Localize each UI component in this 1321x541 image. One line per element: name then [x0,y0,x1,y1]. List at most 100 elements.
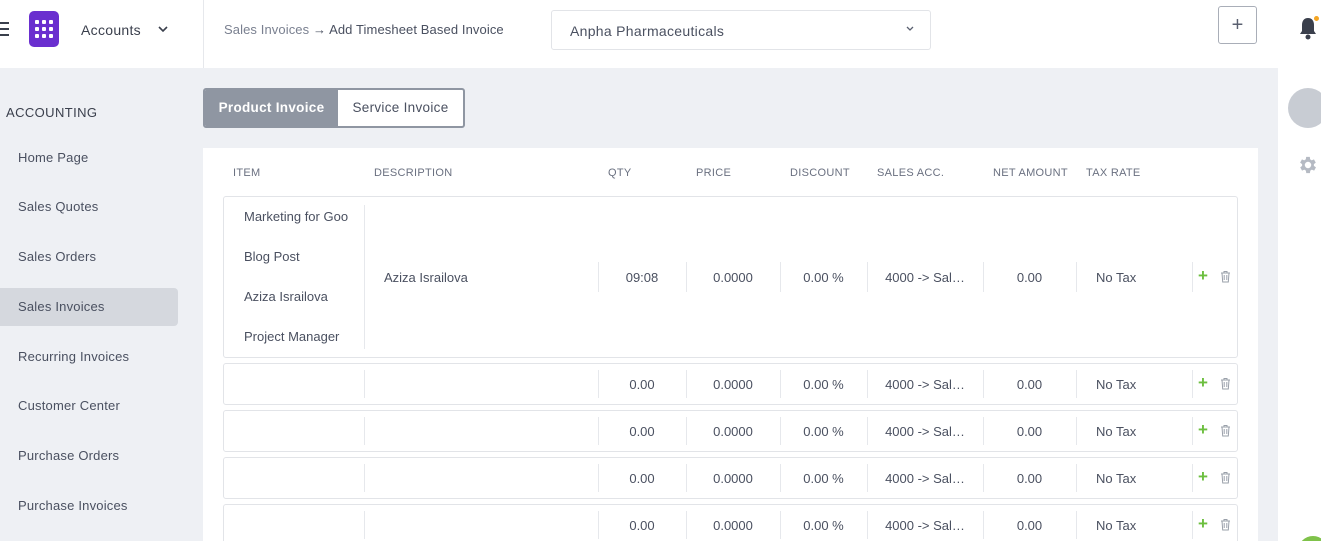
net-amount-field[interactable]: 0.00 [1016,470,1043,486]
description-field[interactable] [384,458,594,498]
sales-account-field[interactable]: 4000 -> Sal… [885,423,965,439]
bell-icon[interactable] [1298,16,1318,40]
cell-divider [983,511,984,539]
trash-icon[interactable] [1220,518,1231,531]
net-amount-field[interactable]: 0.00 [1016,376,1043,392]
price-field[interactable]: 0.0000 [713,517,753,533]
add-row-button[interactable]: + [1198,514,1208,533]
item-field[interactable] [244,458,356,498]
tax-rate-field[interactable]: No Tax [1096,470,1137,486]
item-field[interactable] [244,364,356,404]
table-row: 0.00 0.0000 0.00 % 4000 -> Sal… 0.00 No Tax + [223,410,1238,452]
service-invoice-tab[interactable]: Service Invoice [352,100,449,115]
breadcrumb-current: Add Timesheet Based Invoice [329,22,504,37]
sidebar-item-home-page[interactable]: Home Page [18,150,89,165]
table-row: 0.00 0.0000 0.00 % 4000 -> Sal… 0.00 No Tax + [223,363,1238,405]
cell-divider [1192,464,1193,492]
price-field[interactable]: 0.0000 [713,269,753,285]
sales-account-field[interactable]: 4000 -> Sal… [885,517,965,533]
app-grid-icon[interactable] [29,11,59,47]
cell-divider [867,464,868,492]
net-amount-field[interactable]: 0.00 [1016,517,1043,533]
add-row-button[interactable]: + [1198,467,1208,486]
app-switcher-label[interactable]: Accounts [81,22,141,38]
hamburger-icon[interactable] [0,22,10,40]
trash-icon[interactable] [1220,471,1231,484]
item-option[interactable]: Blog Post [244,249,300,264]
add-button[interactable]: + [1218,6,1257,44]
column-header-net-amount: NET AMOUNT [993,167,1068,179]
cell-divider [1192,417,1193,445]
cell-divider [780,417,781,445]
qty-field[interactable]: 0.00 [629,423,655,439]
cell-divider [1192,511,1193,539]
cell-divider [598,262,599,292]
sidebar-item-purchase-orders[interactable]: Purchase Orders [18,448,120,463]
product-invoice-tab[interactable]: Product Invoice [205,90,338,126]
breadcrumb-parent-link[interactable]: Sales Invoices [224,22,310,37]
gear-icon[interactable] [1297,154,1319,176]
add-row-button[interactable]: + [1198,266,1208,285]
qty-field[interactable]: 09:08 [625,269,659,285]
sales-account-field[interactable]: 4000 -> Sal… [885,376,965,392]
cell-divider [598,511,599,539]
price-field[interactable]: 0.0000 [713,423,753,439]
cell-divider [1076,262,1077,292]
add-row-button[interactable]: + [1198,420,1208,439]
description-field[interactable] [384,505,594,541]
cell-divider [780,464,781,492]
sidebar-item-sales-quotes[interactable]: Sales Quotes [18,199,99,214]
cell-divider [780,370,781,398]
tax-rate-field[interactable]: No Tax [1096,423,1137,439]
cell-divider [364,417,365,445]
discount-field[interactable]: 0.00 % [803,517,844,533]
sidebar-item-purchase-invoices[interactable]: Purchase Invoices [18,498,128,513]
discount-field[interactable]: 0.00 % [803,376,844,392]
price-field[interactable]: 0.0000 [713,470,753,486]
sidebar-item-customer-center[interactable]: Customer Center [18,398,120,413]
column-header-discount: DISCOUNT [790,167,850,179]
qty-field[interactable]: 0.00 [629,517,655,533]
sales-account-field[interactable]: 4000 -> Sal… [885,470,965,486]
tax-rate-field[interactable]: No Tax [1096,269,1137,285]
tax-rate-field[interactable]: No Tax [1096,376,1137,392]
description-field[interactable] [384,364,594,404]
tax-rate-field[interactable]: No Tax [1096,517,1137,533]
trash-icon[interactable] [1220,270,1231,283]
price-field[interactable]: 0.0000 [713,376,753,392]
net-amount-field[interactable]: 0.00 [1016,423,1043,439]
description-field[interactable] [384,411,594,451]
add-row-button[interactable]: + [1198,373,1208,392]
sidebar-item-sales-invoices[interactable]: Sales Invoices [0,288,178,326]
invoice-lines-panel: ITEM DESCRIPTION QTY PRICE DISCOUNT SALE… [203,148,1258,541]
chevron-down-icon [906,26,914,31]
item-field[interactable] [244,411,356,451]
chevron-down-icon[interactable] [157,24,169,34]
header-divider [203,0,204,68]
qty-field[interactable]: 0.00 [629,376,655,392]
trash-icon[interactable] [1220,377,1231,390]
cell-divider [983,262,984,292]
user-avatar[interactable] [1288,88,1321,128]
item-option[interactable]: Aziza Israilova [244,289,328,304]
trash-icon[interactable] [1220,424,1231,437]
sales-account-field[interactable]: 4000 -> Sal… [885,269,965,285]
discount-field[interactable]: 0.00 % [803,269,844,285]
item-option[interactable]: Marketing for Goo [244,209,349,224]
item-field[interactable] [244,505,356,541]
net-amount-field[interactable]: 0.00 [1016,269,1043,285]
sidebar-item-recurring-invoices[interactable]: Recurring Invoices [18,349,130,364]
discount-field[interactable]: 0.00 % [803,470,844,486]
help-launcher[interactable] [1298,536,1321,541]
company-select[interactable]: Anpha Pharmaceuticals [551,10,931,50]
cell-divider [1076,417,1077,445]
discount-field[interactable]: 0.00 % [803,423,844,439]
cell-divider [780,511,781,539]
qty-field[interactable]: 0.00 [629,470,655,486]
item-field[interactable]: Marketing for Goo Blog Post Aziza Israilov… [244,197,356,357]
description-field[interactable]: Aziza Israilova [384,269,468,285]
sidebar-item-sales-orders[interactable]: Sales Orders [18,249,97,264]
item-option[interactable]: Project Manager [244,329,340,344]
cell-divider [364,370,365,398]
cell-divider [1192,370,1193,398]
